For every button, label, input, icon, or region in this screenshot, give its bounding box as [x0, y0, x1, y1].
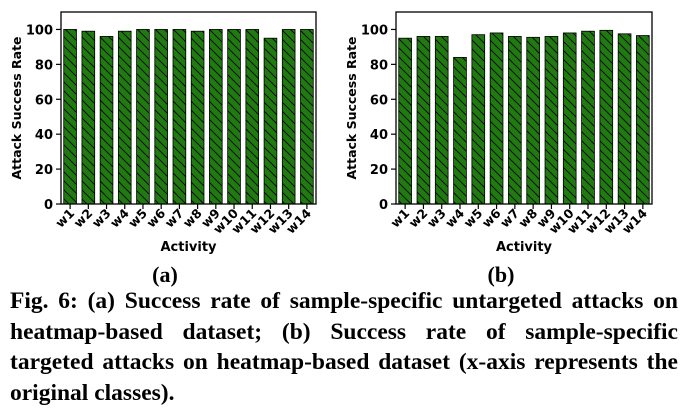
axes-frame: [395, 11, 653, 205]
bar-w14: [300, 29, 314, 205]
bar-w3: [434, 36, 449, 205]
bar-w1: [63, 29, 77, 205]
y-tick-label: 100: [26, 23, 53, 38]
bar-w3: [99, 36, 114, 205]
y-tick-label: 40: [35, 128, 53, 143]
bar-w10: [227, 29, 241, 205]
y-axis-label: Attack Success Rate: [9, 36, 24, 179]
bar-w5: [471, 34, 486, 205]
bar-w7: [172, 29, 187, 205]
bar-w5: [136, 29, 150, 205]
bar-w6: [154, 29, 168, 205]
bar-w4: [117, 30, 132, 205]
bar-w12: [599, 29, 614, 205]
bar-w7: [508, 36, 522, 205]
axes-frame: [60, 11, 317, 205]
bar-w13: [281, 29, 296, 205]
y-tick-label: 80: [370, 58, 388, 73]
panel-label-a: (a): [152, 262, 178, 287]
bar-w11: [245, 29, 260, 205]
y-tick-label: 0: [44, 198, 53, 213]
chart-a: 020406080100w1w2w3w4w5w6w7w8w9w10w11w12w…: [9, 11, 317, 255]
bar-w13: [617, 33, 632, 205]
bar-w4: [453, 56, 467, 205]
bar-w9: [544, 36, 559, 205]
y-tick-label: 80: [35, 58, 53, 73]
y-axis-label: Attack Success Rate: [344, 36, 359, 179]
bar-w6: [489, 32, 504, 205]
bar-w2: [81, 30, 96, 205]
bar-w8: [190, 30, 205, 205]
x-axis-label: Activity: [160, 240, 217, 255]
panel-label-b: (b): [487, 262, 515, 287]
y-tick-label: 60: [370, 93, 388, 108]
figure-canvas: 020406080100w1w2w3w4w5w6w7w8w9w10w11w12w…: [9, 11, 653, 255]
y-tick-label: 40: [370, 128, 388, 143]
chart-b: 020406080100w1w2w3w4w5w6w7w8w9w10w11w12w…: [344, 11, 653, 255]
y-tick-label: 60: [35, 93, 53, 108]
y-tick-label: 20: [35, 163, 53, 178]
bar-w2: [416, 36, 431, 205]
bar-w9: [209, 29, 223, 205]
bar-w11: [581, 30, 595, 205]
y-tick-label: 20: [370, 163, 388, 178]
bar-w14: [636, 35, 650, 205]
bar-w12: [263, 37, 278, 205]
bar-w1: [398, 37, 412, 205]
figure-caption: Fig. 6: (a) Success rate of sample-speci…: [10, 288, 678, 406]
y-tick-label: 0: [379, 198, 388, 213]
x-axis-label: Activity: [496, 240, 553, 255]
bar-w10: [562, 32, 577, 205]
bar-w8: [526, 36, 540, 205]
y-tick-label: 100: [361, 23, 388, 38]
